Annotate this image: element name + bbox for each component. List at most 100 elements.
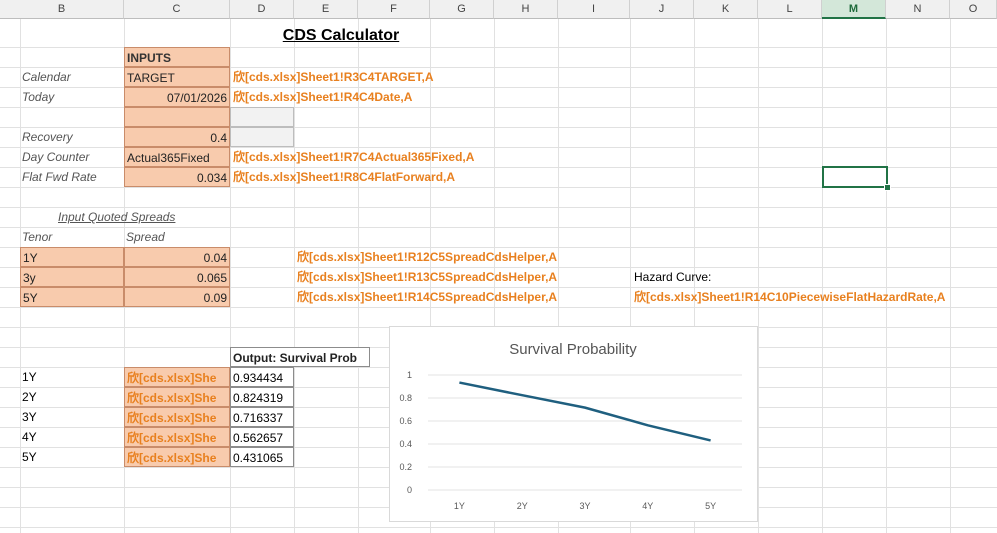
y-tick-label: 0.8	[399, 393, 412, 403]
flat-fwd-ref[interactable]: 欣[cds.xlsx]Sheet1!R8C4FlatForward,A	[233, 170, 456, 184]
gridline-horizontal	[0, 207, 997, 208]
gridline-vertical	[558, 19, 559, 533]
day-counter-ref[interactable]: 欣[cds.xlsx]Sheet1!R7C4Actual365Fixed,A	[233, 150, 475, 164]
chart-y-axis: 0 0.2 0.4 0.6 0.8 1	[399, 370, 412, 495]
y-tick-label: 0.2	[399, 462, 412, 472]
empty-grey-cell[interactable]	[230, 107, 294, 127]
calendar-label: Calendar	[22, 70, 71, 84]
gridline-vertical	[950, 19, 951, 533]
column-header-m[interactable]: M	[822, 0, 886, 19]
gridline-horizontal	[0, 47, 997, 48]
output-ref[interactable]: 欣[cds.xlsx]She	[124, 427, 230, 447]
chart-title: Survival Probability	[509, 341, 637, 358]
gridline-vertical	[494, 19, 495, 533]
output-value[interactable]: 0.934434	[230, 367, 294, 387]
tenor-label: Tenor	[22, 230, 53, 244]
flat-fwd-input[interactable]: 0.034	[124, 167, 230, 187]
column-header-e[interactable]: E	[294, 0, 358, 19]
page-title: CDS Calculator	[282, 27, 400, 44]
column-header-n[interactable]: N	[886, 0, 950, 19]
output-tenor: 2Y	[22, 390, 37, 404]
spread-ref[interactable]: 欣[cds.xlsx]Sheet1!R12C5SpreadCdsHelper,A	[297, 250, 558, 264]
output-ref[interactable]: 欣[cds.xlsx]She	[124, 387, 230, 407]
output-value[interactable]: 0.716337	[230, 407, 294, 427]
gridline-horizontal	[0, 67, 997, 68]
gridline-horizontal	[0, 307, 997, 308]
gridline-vertical	[758, 19, 759, 533]
survival-probability-line	[459, 381, 711, 442]
day-counter-input[interactable]: Actual365Fixed	[124, 147, 230, 167]
chart-gridlines	[428, 374, 742, 491]
column-header-d[interactable]: D	[230, 0, 294, 19]
column-header-j[interactable]: J	[630, 0, 694, 19]
output-tenor: 4Y	[22, 430, 37, 444]
gridline-vertical	[886, 19, 887, 533]
column-header-g[interactable]: G	[430, 0, 494, 19]
y-tick-label: 0.4	[399, 439, 412, 449]
hazard-curve-label: Hazard Curve:	[634, 270, 712, 284]
output-tenor: 1Y	[22, 370, 37, 384]
gridline-horizontal	[0, 87, 997, 88]
output-value[interactable]: 0.824319	[230, 387, 294, 407]
column-header-c[interactable]: C	[124, 0, 230, 19]
column-header-o[interactable]: O	[950, 0, 997, 19]
gridline-vertical	[694, 19, 695, 533]
output-header[interactable]: Output: Survival Prob	[230, 347, 370, 367]
gridline-vertical	[358, 19, 359, 533]
fill-handle[interactable]	[884, 184, 891, 191]
calendar-ref[interactable]: 欣[cds.xlsx]Sheet1!R3C4TARGET,A	[233, 70, 434, 84]
output-ref[interactable]: 欣[cds.xlsx]She	[124, 447, 230, 467]
output-value[interactable]: 0.431065	[230, 447, 294, 467]
output-value[interactable]: 0.562657	[230, 427, 294, 447]
x-tick-label: 2Y	[517, 501, 528, 511]
today-input[interactable]: 07/01/2026	[124, 87, 230, 107]
x-tick-label: 4Y	[642, 501, 653, 511]
tenor-cell[interactable]: 1Y	[20, 247, 124, 267]
tenor-cell[interactable]: 3y	[20, 267, 124, 287]
column-header-f[interactable]: F	[358, 0, 430, 19]
output-ref[interactable]: 欣[cds.xlsx]She	[124, 367, 230, 387]
x-tick-label: 5Y	[705, 501, 716, 511]
spread-label: Spread	[126, 230, 165, 244]
recovery-input[interactable]: 0.4	[124, 127, 230, 147]
spread-ref[interactable]: 欣[cds.xlsx]Sheet1!R14C5SpreadCdsHelper,A	[297, 290, 558, 304]
survival-probability-chart[interactable]: Survival Probability 0 0.2 0.4 0.6 0.8 1 1Y 2Y…	[389, 326, 758, 522]
gridline-horizontal	[0, 267, 997, 268]
y-tick-label: 0.6	[399, 416, 412, 426]
recovery-label: Recovery	[22, 130, 73, 144]
gridline-horizontal	[0, 147, 997, 148]
x-tick-label: 3Y	[579, 501, 590, 511]
flat-fwd-label: Flat Fwd Rate	[22, 170, 97, 184]
recovery-grey-cell[interactable]	[230, 127, 294, 147]
gridline-horizontal	[0, 287, 997, 288]
column-header-l[interactable]: L	[758, 0, 822, 19]
chart-series	[459, 381, 711, 442]
today-label: Today	[22, 90, 55, 104]
column-header-h[interactable]: H	[494, 0, 558, 19]
gridline-horizontal	[0, 527, 997, 528]
inputs-header[interactable]: INPUTS	[124, 47, 230, 67]
chart-x-axis: 1Y 2Y 3Y 4Y 5Y	[454, 501, 716, 511]
column-header-k[interactable]: K	[694, 0, 758, 19]
empty-input-cell[interactable]	[124, 107, 230, 127]
gridline-vertical	[822, 19, 823, 533]
y-tick-label: 1	[407, 370, 412, 380]
spread-cell[interactable]: 0.065	[124, 267, 230, 287]
spread-cell[interactable]: 0.04	[124, 247, 230, 267]
column-header-b[interactable]: B	[0, 0, 124, 19]
spread-ref[interactable]: 欣[cds.xlsx]Sheet1!R13C5SpreadCdsHelper,A	[297, 270, 558, 284]
gridline-horizontal	[0, 187, 997, 188]
output-ref[interactable]: 欣[cds.xlsx]She	[124, 407, 230, 427]
calendar-input[interactable]: TARGET	[124, 67, 230, 87]
spreads-header: Input Quoted Spreads	[58, 210, 176, 224]
hazard-curve-ref[interactable]: 欣[cds.xlsx]Sheet1!R14C10PiecewiseFlatHaz…	[634, 290, 946, 304]
tenor-cell[interactable]: 5Y	[20, 287, 124, 307]
selected-cell[interactable]	[822, 166, 888, 188]
gridline-vertical	[230, 19, 231, 533]
column-header-i[interactable]: I	[558, 0, 630, 19]
gridline-horizontal	[0, 247, 997, 248]
output-tenor: 3Y	[22, 410, 37, 424]
gridline-horizontal	[0, 227, 997, 228]
today-ref[interactable]: 欣[cds.xlsx]Sheet1!R4C4Date,A	[233, 90, 413, 104]
spread-cell[interactable]: 0.09	[124, 287, 230, 307]
